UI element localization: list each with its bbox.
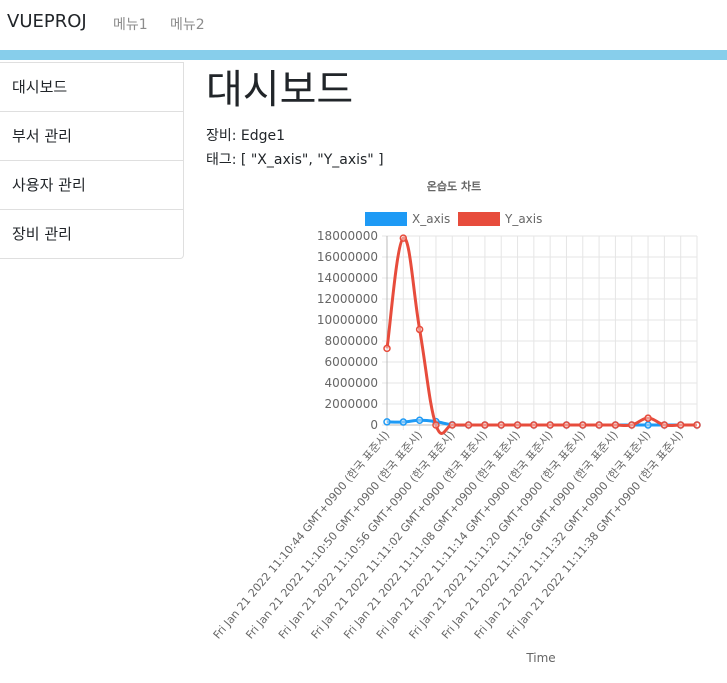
data-point-Y_axis [383, 344, 391, 353]
y-tick-label: 12000000 [317, 292, 378, 306]
y-tick-label: 4000000 [325, 376, 378, 390]
data-point-X_axis [644, 421, 652, 429]
legend-swatch-Y_axis [458, 212, 500, 226]
top-navbar: VUEPROJ 메뉴1 메뉴2 [0, 0, 727, 48]
data-point-Y_axis [644, 414, 652, 422]
data-point-Y_axis [513, 421, 522, 429]
data-point-Y_axis [676, 421, 685, 429]
y-tick-label: 0 [370, 418, 378, 432]
data-point-Y_axis [530, 421, 538, 429]
data-point-Y_axis [415, 325, 424, 334]
data-point-Y_axis [399, 234, 408, 242]
y-tick-label: 16000000 [317, 250, 378, 264]
y-tick-label: 18000000 [317, 229, 378, 243]
legend-label-X_axis: X_axis [412, 212, 450, 226]
tags-line: 태그: [ "X_axis", "Y_axis" ] [206, 152, 384, 168]
y-tick-label: 10000000 [317, 313, 378, 327]
series-line-Y_axis [385, 236, 697, 435]
nav-menu2-link[interactable]: 메뉴2 [170, 17, 205, 33]
data-point-Y_axis [448, 421, 457, 429]
sidebar-item-department[interactable]: 부서 관리 [0, 112, 183, 161]
data-point-Y_axis [464, 421, 473, 429]
data-point-Y_axis [595, 421, 603, 429]
y-tick-label: 2000000 [325, 397, 378, 411]
header-stripe [0, 50, 727, 60]
data-point-X_axis [399, 418, 408, 426]
data-point-Y_axis [627, 421, 636, 429]
data-point-Y_axis [562, 421, 571, 429]
sidebar-item-equipment[interactable]: 장비 관리 [12, 225, 72, 243]
data-point-X_axis [415, 416, 424, 425]
x-axis-title: Time [525, 651, 555, 665]
data-point-Y_axis [660, 421, 669, 429]
data-point-Y_axis [546, 421, 554, 429]
data-point-Y_axis [693, 421, 701, 429]
data-point-Y_axis [579, 421, 587, 429]
data-point-Y_axis [432, 421, 440, 429]
sidebar: 대시보드 부서 관리 사용자 관리 장비 관리 [0, 62, 184, 259]
brand-link[interactable]: VUEPROJ [7, 11, 87, 32]
page-title: 대시보드 [206, 67, 354, 113]
data-point-Y_axis [611, 421, 620, 429]
y-tick-label: 8000000 [325, 334, 378, 348]
sidebar-item-dashboard[interactable]: 대시보드 [0, 63, 183, 112]
nav-menu1-link[interactable]: 메뉴1 [113, 17, 148, 33]
data-point-Y_axis [497, 421, 505, 429]
y-tick-label: 6000000 [325, 355, 378, 369]
chart-title: 온습도 차트 [427, 179, 481, 193]
y-tick-label: 14000000 [317, 271, 378, 285]
data-point-X_axis [383, 418, 391, 426]
device-line: 장비: Edge1 [206, 128, 286, 144]
sidebar-item-users[interactable]: 사용자 관리 [0, 161, 183, 210]
legend-label-Y_axis: Y_axis [504, 212, 542, 226]
legend-swatch-X_axis [365, 212, 407, 226]
data-point-Y_axis [481, 421, 489, 429]
